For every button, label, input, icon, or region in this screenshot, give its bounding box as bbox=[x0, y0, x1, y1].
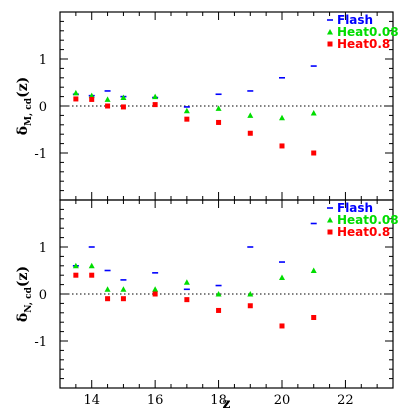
bottom-panel: 14 16 18 20 22 -1 0 1 δN, cd(z) FlashHeat0.08Heat… bbox=[15, 199, 399, 408]
heat008-point bbox=[120, 94, 127, 101]
legend-label: Heat0.8 bbox=[337, 225, 390, 239]
y-tick-label: -1 bbox=[34, 335, 47, 350]
heat08-point bbox=[311, 150, 317, 156]
heat008-point bbox=[215, 105, 222, 111]
heat08-point bbox=[105, 296, 111, 302]
heat08-point bbox=[120, 104, 126, 110]
legend-label: Heat0.08 bbox=[337, 25, 399, 39]
heat008-point bbox=[183, 107, 190, 114]
heat008-point bbox=[215, 291, 222, 297]
heat008-point bbox=[247, 112, 254, 118]
x-tick-label: 20 bbox=[274, 393, 291, 408]
y-tick-label: 0 bbox=[39, 100, 47, 115]
heat08-point bbox=[279, 143, 285, 149]
legend-marker-heat08 bbox=[327, 229, 333, 235]
heat08-point bbox=[184, 297, 190, 303]
heat08-point bbox=[216, 307, 222, 313]
heat08-point bbox=[120, 296, 126, 302]
heat08-point bbox=[73, 96, 79, 102]
heat008-point bbox=[310, 267, 317, 273]
legend-label: Heat0.8 bbox=[337, 37, 390, 51]
heat08-point bbox=[311, 315, 317, 320]
heat008-point bbox=[152, 93, 159, 100]
legend-marker-heat008 bbox=[327, 29, 333, 35]
legend-label: Heat0.08 bbox=[337, 213, 399, 227]
heat008-point bbox=[310, 110, 317, 116]
heat08-point bbox=[279, 323, 285, 329]
heat08-point bbox=[105, 103, 111, 109]
heat008-point bbox=[88, 92, 95, 99]
x-axis-label: z bbox=[223, 396, 231, 412]
heat008-point bbox=[183, 279, 190, 285]
heat008-point bbox=[104, 286, 111, 292]
y-tick-label: 1 bbox=[39, 241, 47, 256]
heat08-point bbox=[152, 291, 158, 297]
heat008-point bbox=[72, 262, 79, 269]
heat008-point bbox=[152, 286, 159, 292]
heat008-point bbox=[120, 286, 127, 292]
y-tick-label: 0 bbox=[39, 288, 47, 303]
heat08-point bbox=[184, 116, 190, 122]
legend-marker-heat08 bbox=[327, 41, 333, 47]
heat08-point bbox=[216, 119, 222, 125]
x-tick-label: 16 bbox=[147, 393, 164, 408]
heat08-point bbox=[89, 272, 95, 278]
heat08-point bbox=[247, 130, 253, 136]
y-axis-label: δM, cd(z) bbox=[15, 77, 34, 136]
x-tick-label: 14 bbox=[83, 393, 100, 408]
y-tick-label: 1 bbox=[39, 53, 47, 68]
legend-label: Flash bbox=[337, 13, 373, 27]
x-tick-label: 22 bbox=[337, 393, 354, 408]
heat08-point bbox=[89, 96, 95, 102]
heat08-point bbox=[152, 102, 158, 108]
heat008-point bbox=[104, 96, 111, 102]
heat008-point bbox=[279, 274, 285, 281]
legend-label: Flash bbox=[337, 201, 373, 215]
y-axis-label: δN, cd(z) bbox=[15, 266, 34, 322]
heat008-point bbox=[247, 291, 254, 297]
legend-marker-heat008 bbox=[327, 217, 333, 223]
heat08-point bbox=[73, 272, 79, 278]
heat008-point bbox=[279, 114, 285, 121]
heat008-point bbox=[88, 262, 95, 269]
y-tick-label: -1 bbox=[34, 147, 47, 162]
heat008-point bbox=[72, 89, 79, 96]
heat08-point bbox=[247, 303, 253, 309]
x-tick-label: 18 bbox=[210, 393, 227, 408]
